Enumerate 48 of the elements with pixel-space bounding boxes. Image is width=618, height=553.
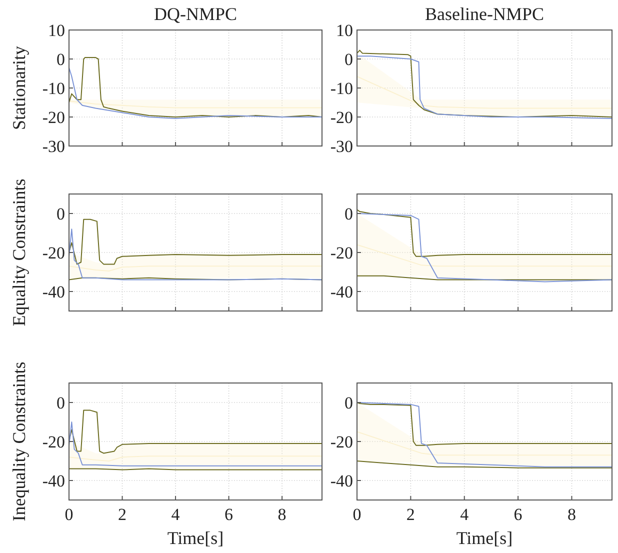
y-axis-title: Equality Constraints — [9, 178, 29, 326]
line-series — [69, 57, 322, 118]
line-series — [69, 100, 322, 108]
line-series — [69, 228, 322, 280]
x-tick-label: 2 — [118, 505, 127, 524]
line-series — [69, 410, 322, 454]
x-tick-label: 6 — [224, 505, 234, 524]
y-tick-label: -20 — [330, 432, 353, 452]
y-tick-label: -30 — [42, 137, 65, 156]
y-tick-label: -10 — [330, 79, 353, 98]
y-axis-title: Stationarity — [9, 46, 29, 130]
line-series — [69, 67, 322, 119]
y-tick-label: -30 — [330, 137, 353, 156]
y-axis-title: Inequality Constraints — [9, 362, 29, 522]
line-series — [69, 422, 322, 466]
y-tick-label: -40 — [42, 472, 65, 490]
y-tick-label: 0 — [344, 394, 353, 412]
chart-title: Baseline-NMPC — [425, 4, 544, 24]
x-tick-label: 4 — [171, 505, 180, 524]
x-tick-label: 8 — [567, 505, 576, 524]
chart-title: DQ-NMPC — [154, 4, 238, 24]
y-tick-label: -20 — [42, 108, 65, 127]
y-tick-label: 10 — [48, 21, 65, 40]
x-axis-title: Time[s] — [167, 528, 224, 548]
x-tick-label: 6 — [514, 505, 522, 524]
y-tick-label: 0 — [344, 204, 353, 224]
y-tick-label: -40 — [330, 282, 353, 302]
x-axis-title: Time[s] — [456, 528, 513, 548]
line-series — [357, 76, 612, 109]
y-tick-label: 0 — [56, 50, 65, 69]
y-tick-label: -20 — [330, 244, 353, 262]
line-series — [357, 402, 612, 446]
line-series — [69, 218, 322, 265]
x-tick-label: 2 — [406, 505, 415, 524]
y-tick-label: -40 — [330, 472, 353, 490]
y-tick-label: -20 — [330, 108, 353, 127]
y-tick-label: 0 — [344, 50, 353, 69]
x-tick-label: 4 — [460, 505, 470, 524]
y-tick-label: -20 — [42, 432, 65, 452]
x-tick-label: 8 — [278, 505, 286, 524]
y-tick-label: 0 — [56, 394, 65, 412]
line-series — [357, 460, 612, 468]
y-tick-label: -10 — [42, 79, 65, 98]
line-series — [357, 209, 612, 257]
y-tick-label: 0 — [56, 204, 65, 224]
y-tick-label: 10 — [336, 21, 353, 40]
y-tick-label: -40 — [42, 282, 65, 302]
y-tick-label: -20 — [42, 244, 65, 262]
